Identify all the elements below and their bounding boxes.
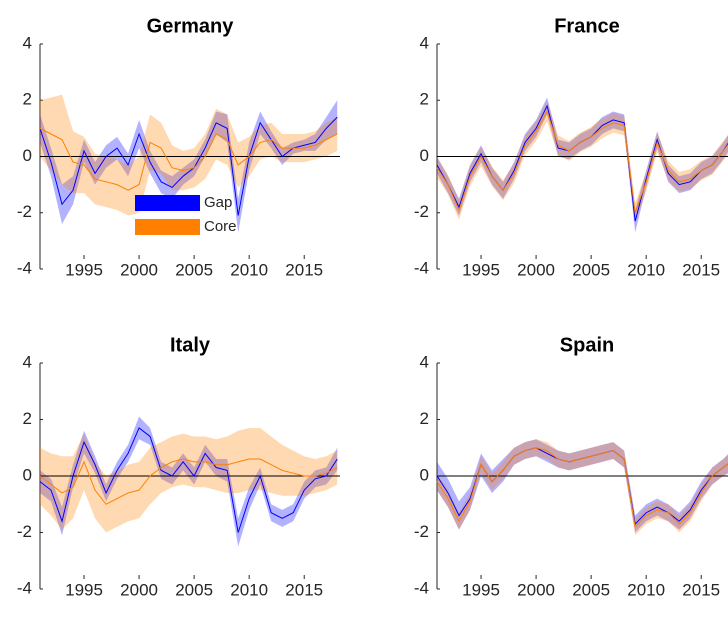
x-tick-label: 2015 [285, 580, 323, 599]
confidence-band [40, 416, 338, 547]
confidence-band [437, 439, 728, 533]
y-tick-label: -2 [414, 202, 429, 221]
x-tick-label: 1995 [65, 580, 103, 599]
y-tick-label: -4 [414, 258, 429, 277]
x-tick-label: 2000 [517, 580, 555, 599]
y-tick-label: 2 [23, 90, 32, 109]
confidence-band [40, 100, 338, 233]
x-tick-label: 2005 [572, 260, 610, 279]
x-tick-label: 2000 [120, 580, 158, 599]
legend-swatch [135, 195, 200, 211]
x-tick-label: 1995 [462, 580, 500, 599]
x-tick-label: 2010 [230, 260, 268, 279]
y-tick-label: 0 [420, 465, 429, 484]
x-tick-label: 2015 [682, 580, 720, 599]
x-tick-label: 2015 [285, 260, 323, 279]
x-tick-label: 2000 [120, 260, 158, 279]
legend-label: Core [204, 218, 237, 235]
confidence-band [40, 94, 338, 216]
y-tick-label: 2 [23, 409, 32, 428]
x-tick-label: 2010 [627, 580, 665, 599]
x-tick-label: 2005 [175, 260, 213, 279]
y-tick-label: 0 [23, 465, 32, 484]
x-tick-label: 2000 [517, 260, 555, 279]
x-tick-label: 2010 [230, 580, 268, 599]
confidence-band [40, 427, 338, 533]
legend-label: Gap [204, 194, 232, 211]
x-tick-label: 1995 [462, 260, 500, 279]
series-line [39, 458, 338, 505]
panel-title: France [554, 15, 620, 37]
series-line [39, 427, 338, 533]
series-line [39, 127, 338, 191]
panel-title: Italy [170, 334, 211, 356]
x-tick-label: 2005 [175, 580, 213, 599]
y-tick-label: -2 [17, 522, 32, 541]
y-tick-label: -4 [414, 578, 429, 597]
x-tick-label: 1995 [65, 260, 103, 279]
y-tick-label: 0 [420, 146, 429, 165]
y-tick-label: 2 [420, 90, 429, 109]
y-tick-label: -4 [17, 258, 32, 277]
y-tick-label: 0 [23, 146, 32, 165]
y-tick-label: -2 [17, 202, 32, 221]
series-line [39, 116, 338, 216]
series-line [436, 447, 728, 528]
y-tick-label: 4 [23, 33, 32, 52]
y-tick-label: 4 [23, 352, 32, 371]
panel-title: Spain [560, 334, 614, 356]
series-line [436, 110, 728, 213]
y-tick-label: 4 [420, 33, 429, 52]
y-tick-label: 4 [420, 352, 429, 371]
x-tick-label: 2010 [627, 260, 665, 279]
legend-swatch [135, 219, 200, 235]
y-tick-label: -4 [17, 578, 32, 597]
y-tick-label: -2 [414, 522, 429, 541]
x-tick-label: 2015 [682, 260, 720, 279]
y-tick-label: 2 [420, 409, 429, 428]
x-tick-label: 2005 [572, 580, 610, 599]
confidence-band [437, 439, 728, 536]
panel-title: Germany [147, 15, 235, 37]
confidence-band [437, 101, 728, 223]
